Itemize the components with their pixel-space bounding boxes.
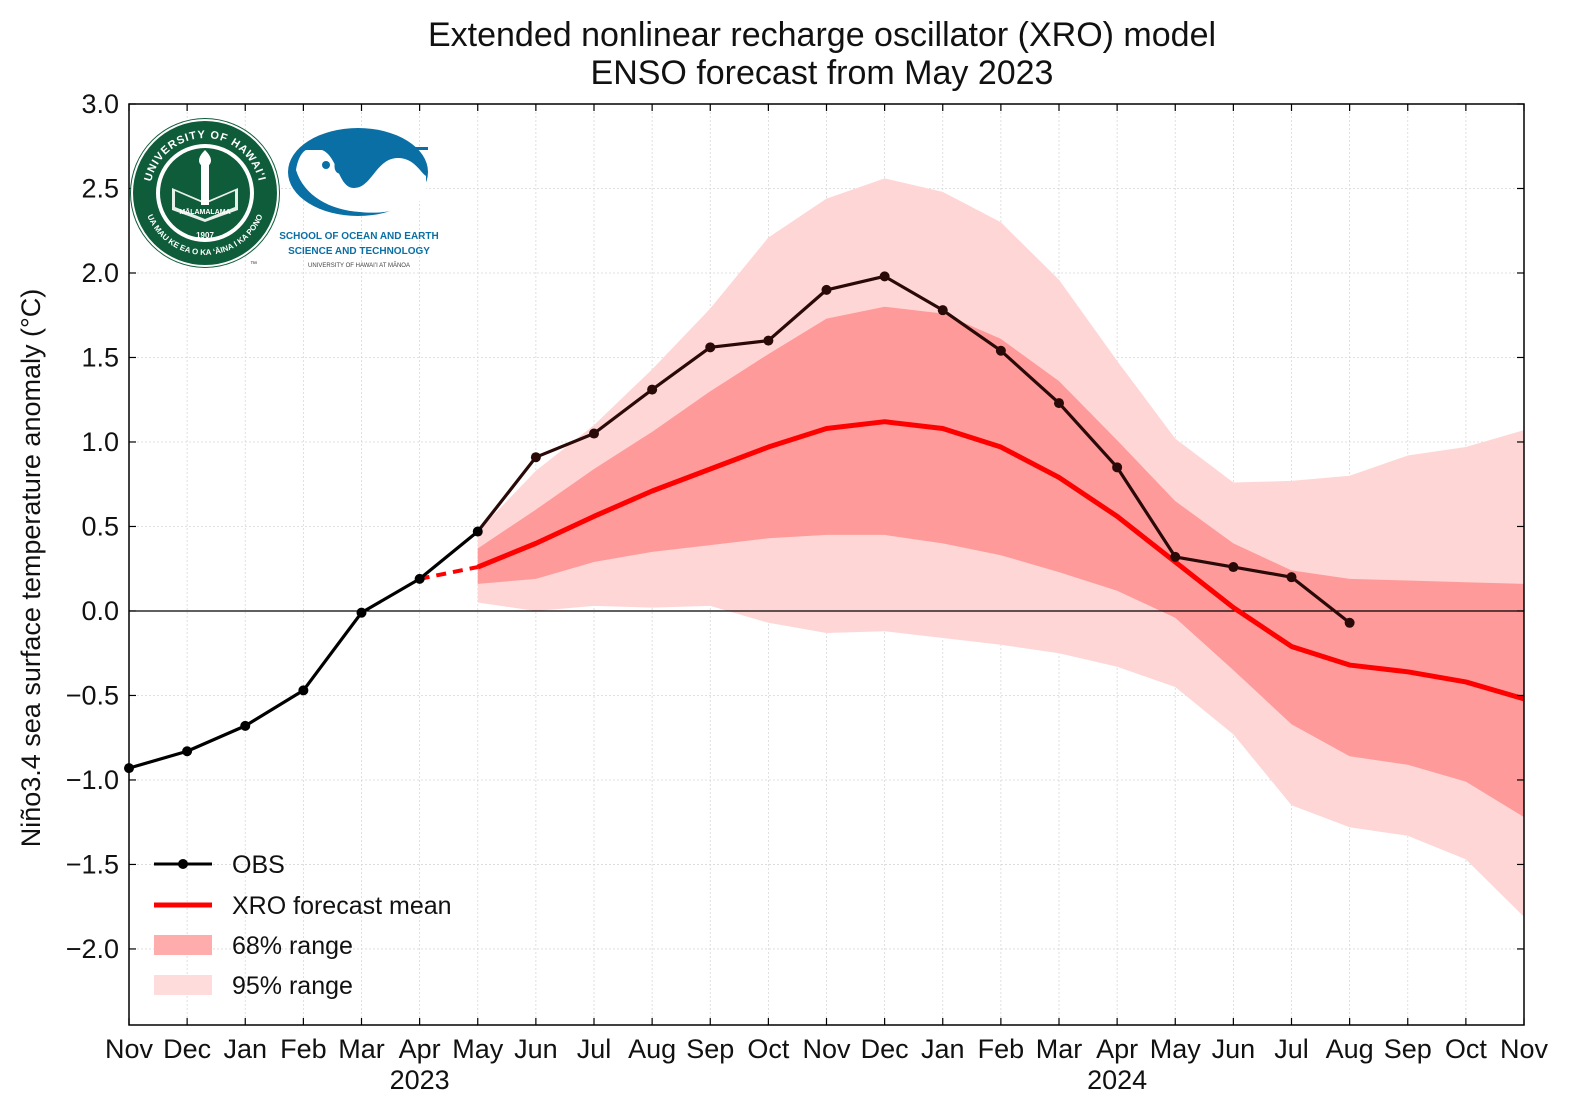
x-tick-label: Apr [1096, 1034, 1138, 1064]
obs-point [705, 342, 716, 353]
soest-logo-line1: SCHOOL OF OCEAN AND EARTH [279, 231, 438, 242]
y-tick-label: −0.5 [66, 680, 119, 710]
obs-point [589, 428, 599, 439]
soest-wave-logo-icon: SCHOOL OF OCEAN AND EARTH SCIENCE AND TE… [279, 128, 439, 269]
range68-band-layer [477, 306, 1524, 818]
x-tick-label: Apr [399, 1034, 441, 1064]
legend-obs-marker [178, 859, 188, 869]
x-tick-label: Feb [978, 1034, 1025, 1064]
legend-mean-label: XRO forecast mean [232, 892, 452, 920]
x-tick-label: Oct [747, 1034, 790, 1064]
x-tick-label: Jan [223, 1034, 267, 1064]
obs-point [879, 271, 890, 282]
obs-point [182, 746, 193, 757]
obs-point [298, 685, 309, 696]
x-tick-label: Nov [802, 1034, 851, 1064]
obs-point [995, 345, 1006, 356]
forecast-mean-layer [419, 419, 1525, 702]
x-tick-label: Jun [1212, 1034, 1256, 1064]
obs-line-verification [476, 274, 1351, 625]
chart-legend: OBS XRO forecast mean 68% range 95% rang… [154, 851, 452, 1000]
university-of-hawaii-seal-icon: UNIVERSITY OF HAWAI'I UA MAU KE EA O KA … [130, 118, 280, 268]
x-tick-label: Sep [686, 1034, 734, 1064]
x-tick-label: Jun [514, 1034, 558, 1064]
obs-point [240, 720, 251, 731]
x-tick-label: May [1150, 1034, 1202, 1064]
obs-point [1286, 572, 1297, 583]
legend-range95-label: 95% range [232, 972, 353, 1000]
x-tick-labels: Nov Dec Jan Feb Mar Apr May Jun Jul Aug Sep Oct Nov D… [105, 1034, 1549, 1095]
y-tick-labels: 3.0 2.5 2.0 1.5 1.0 0.5 0.0 −0.5 −1.0 −1.5 −2.0 [66, 89, 119, 964]
x-tick-label: Mar [338, 1034, 385, 1064]
uh-seal-motto: MĀLAMALAMA [179, 208, 230, 216]
x-year-label: 2024 [1087, 1065, 1147, 1095]
plot-frame [128, 103, 1525, 1026]
obs-point [1112, 462, 1123, 473]
x-tick-label: Aug [628, 1034, 676, 1064]
y-tick-label: 0.5 [81, 511, 119, 541]
uh-seal-trademark: ™ [250, 261, 257, 268]
obs-point [763, 335, 774, 346]
x-tick-label: Dec [163, 1034, 211, 1064]
obs-point [530, 452, 541, 463]
obs-point [356, 607, 367, 618]
x-tick-label: May [452, 1034, 504, 1064]
x-tick-label: Sep [1384, 1034, 1432, 1064]
obs-point [821, 284, 832, 295]
obs-series-layer [124, 271, 1355, 774]
soest-logo-line2: SCIENCE AND TECHNOLOGY [288, 246, 430, 257]
y-tick-label: 3.0 [81, 89, 119, 119]
x-tick-label: Dec [861, 1034, 909, 1064]
soest-logo-line3: UNIVERSITY OF HAWAIʻI AT MĀNOA [308, 262, 410, 269]
forecast-mean-dashed-segment [419, 565, 479, 581]
y-tick-label: 0.0 [81, 596, 119, 626]
legend-obs-label: OBS [232, 851, 285, 879]
forecast-mean-line [476, 419, 1525, 702]
y-tick-label: 2.5 [81, 173, 119, 203]
chart-subtitle: ENSO forecast from May 2023 [591, 54, 1054, 92]
x-tick-label: Nov [105, 1034, 154, 1064]
x-tick-label: Aug [1326, 1034, 1374, 1064]
chart-title: Extended nonlinear recharge oscillator (… [428, 16, 1216, 54]
y-tick-label: −2.0 [66, 934, 119, 964]
x-tick-label: Nov [1500, 1034, 1549, 1064]
y-tick-label: −1.0 [66, 765, 119, 795]
y-tick-label: −1.5 [66, 849, 119, 879]
legend-range68-label: 68% range [232, 932, 353, 960]
x-year-label: 2023 [390, 1065, 450, 1095]
y-tick-label: 1.0 [81, 427, 119, 457]
x-tick-label: Mar [1036, 1034, 1083, 1064]
x-tick-label: Jul [1274, 1034, 1309, 1064]
x-tick-label: Feb [280, 1034, 327, 1064]
obs-point [937, 305, 948, 316]
y-tick-label: 2.0 [81, 258, 119, 288]
obs-point [1228, 562, 1239, 573]
uh-seal-year: 1907 [196, 231, 214, 240]
obs-point [1054, 398, 1064, 409]
obs-point [1170, 551, 1181, 562]
x-tick-label: Jan [921, 1034, 965, 1064]
obs-point [1344, 617, 1355, 628]
range68-band [477, 306, 1524, 818]
obs-point [647, 384, 658, 395]
obs-point [414, 573, 425, 584]
x-tick-label: Oct [1445, 1034, 1488, 1064]
y-tick-label: 1.5 [81, 342, 119, 372]
legend-range68-swatch [154, 935, 212, 955]
legend-range95-swatch [154, 975, 212, 995]
obs-point [472, 526, 483, 537]
x-tick-label: Jul [577, 1034, 612, 1064]
y-axis-label: Niño3.4 sea surface temperature anomaly … [16, 289, 46, 848]
